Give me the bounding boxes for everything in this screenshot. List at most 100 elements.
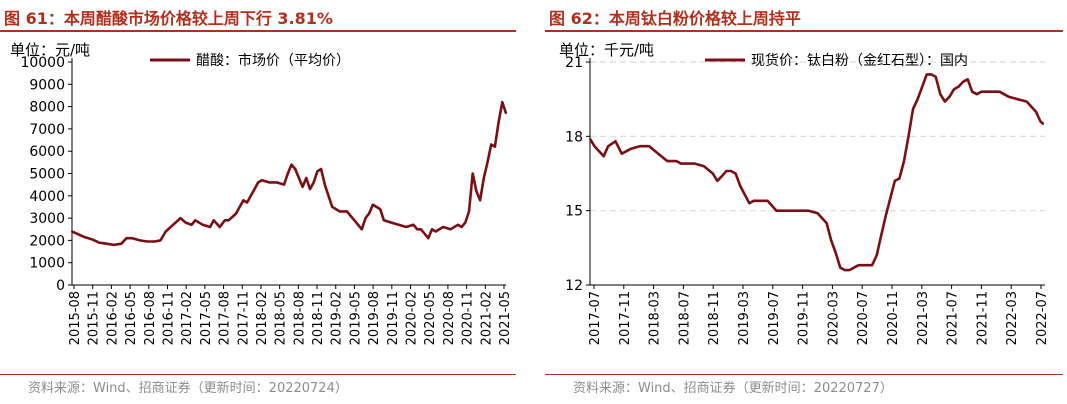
- footer-divider: [0, 374, 516, 375]
- y-tick-label: 2000: [29, 233, 65, 249]
- data-point: [975, 93, 978, 96]
- data-point: [684, 162, 687, 165]
- data-point: [748, 202, 751, 205]
- data-point: [903, 160, 905, 163]
- data-point: [853, 266, 855, 269]
- data-point: [70, 230, 73, 233]
- data-point: [327, 194, 330, 197]
- x-tick-label: 2018-07: [677, 291, 692, 345]
- data-point: [857, 264, 860, 267]
- data-point: [364, 217, 367, 220]
- y-tick-label: 12: [565, 278, 583, 294]
- data-point: [934, 75, 937, 78]
- x-tick-label: 2019-08: [367, 291, 382, 345]
- data-point: [734, 172, 737, 175]
- data-point: [371, 203, 374, 206]
- y-tick-label: 9000: [29, 77, 65, 93]
- data-point: [1030, 105, 1033, 108]
- data-point: [702, 165, 705, 167]
- data-point: [984, 90, 987, 93]
- data-point: [164, 230, 167, 233]
- data-point: [598, 150, 600, 153]
- data-point: [460, 226, 463, 228]
- x-tick-label: 2018-02: [255, 291, 270, 345]
- data-point: [602, 155, 605, 158]
- data-point: [305, 177, 308, 179]
- data-point: [468, 210, 470, 213]
- data-point: [939, 93, 942, 96]
- x-tick-label: 2020-07: [856, 291, 871, 345]
- data-point: [338, 210, 341, 213]
- data-point: [297, 177, 300, 179]
- data-point: [249, 194, 252, 197]
- data-point: [593, 145, 596, 148]
- y-tick-label: 0: [56, 278, 65, 294]
- data-point: [871, 264, 873, 267]
- x-tick-label: 2021-07: [946, 291, 961, 345]
- chart-panel-acetic-acid: 图 61：本周醋酸市场价格较上周下行 3.81% 0 1000 2000 3000 40…: [0, 0, 520, 404]
- x-tick-label: 2017-11: [618, 291, 633, 345]
- data-point: [194, 219, 197, 222]
- data-point: [930, 73, 933, 76]
- data-point: [501, 101, 504, 104]
- x-tick-label: 2018-03: [648, 291, 663, 345]
- data-point: [238, 206, 241, 208]
- y-tick-label: 5000: [29, 167, 65, 183]
- data-point: [716, 180, 719, 182]
- unit-label: 单位：千元/吨: [559, 41, 654, 59]
- data-point: [323, 183, 326, 186]
- data-point: [286, 172, 289, 175]
- data-point: [253, 188, 256, 191]
- data-point: [375, 206, 378, 208]
- data-point: [172, 223, 175, 226]
- data-point: [1007, 95, 1010, 98]
- titanium-dioxide-line-chart: 12 15 18 21 2017-07 2017-11 2018-03 2018-07 2018…: [559, 41, 1050, 345]
- x-tick-label: 2017-05: [199, 291, 214, 345]
- data-point: [190, 223, 193, 226]
- source-note: 资料来源：Wind、招商证券（更新时间：20220724）: [28, 381, 348, 396]
- data-point: [989, 90, 992, 93]
- x-tick-label: 2019-11: [386, 291, 401, 345]
- y-tick-label: 1000: [29, 256, 65, 272]
- acetic-acid-line-chart: 0 1000 2000 3000 4000 5000 6000 7000 8000 9000 100…: [10, 41, 513, 345]
- x-tick-label: 2019-11: [797, 291, 812, 345]
- x-tick-label: 2018-05: [274, 291, 289, 345]
- data-point: [83, 236, 86, 238]
- data-point: [218, 226, 221, 228]
- data-point: [479, 199, 482, 202]
- data-point: [227, 219, 230, 222]
- data-point: [948, 95, 951, 98]
- data-point: [721, 175, 723, 177]
- data-point: [505, 112, 507, 115]
- data-point: [775, 209, 778, 212]
- x-tick-label: 2020-11: [461, 291, 476, 345]
- data-point: [889, 197, 892, 200]
- data-point: [494, 145, 496, 148]
- data-point: [657, 152, 660, 155]
- data-point: [312, 181, 315, 184]
- x-tick-label: 2015-11: [87, 291, 102, 345]
- data-point: [353, 219, 356, 222]
- data-point: [98, 241, 101, 244]
- data-point: [449, 228, 452, 231]
- data-point: [482, 177, 485, 179]
- data-point: [257, 181, 260, 184]
- data-point: [1039, 120, 1042, 123]
- data-point: [383, 219, 385, 222]
- data-point: [830, 239, 833, 242]
- data-point: [283, 183, 285, 186]
- data-point: [752, 199, 755, 202]
- data-point: [607, 145, 610, 148]
- data-point: [1025, 100, 1028, 103]
- x-tick-label: 2021-03: [916, 291, 931, 345]
- data-point: [589, 137, 591, 140]
- data-point: [816, 212, 819, 215]
- x-tick-label: 2016-02: [105, 291, 120, 345]
- data-point: [475, 190, 478, 193]
- data-point: [209, 226, 212, 228]
- data-point: [290, 163, 293, 166]
- data-point: [224, 219, 226, 222]
- chart-title: 图 62：本周钛白粉价格较上周持平: [549, 9, 801, 28]
- data-point: [639, 145, 641, 148]
- data-point: [294, 168, 297, 170]
